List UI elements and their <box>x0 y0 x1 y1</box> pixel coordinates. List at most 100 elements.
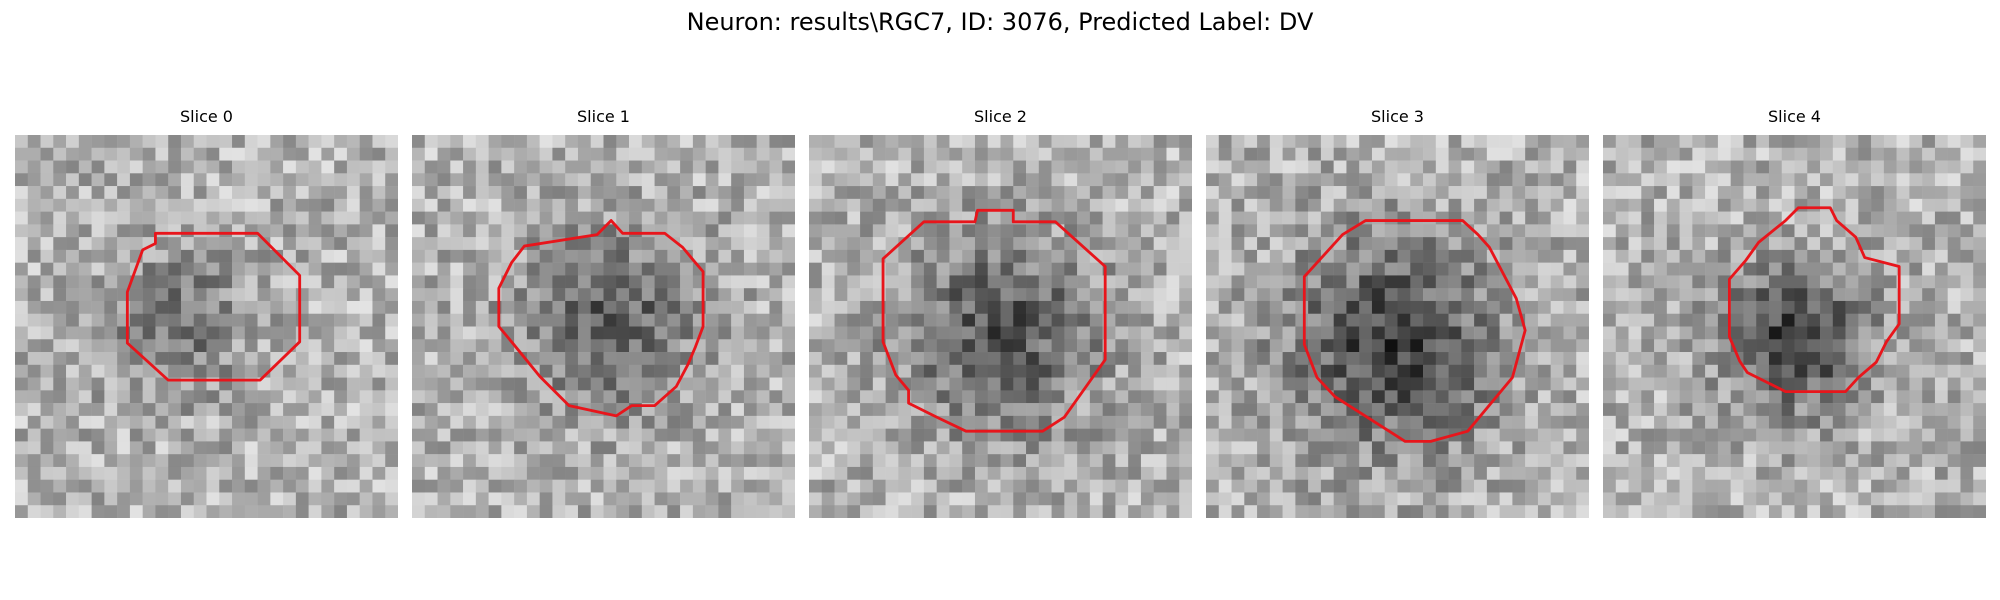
pixel <box>424 173 438 187</box>
pixel <box>1820 505 1834 518</box>
pixel <box>1371 466 1385 480</box>
pixel <box>1960 364 1974 378</box>
pixel <box>1166 147 1180 161</box>
pixel <box>104 300 118 314</box>
pixel <box>129 147 143 161</box>
pixel <box>667 428 681 442</box>
pixel <box>412 300 426 314</box>
pixel <box>1603 377 1617 391</box>
pixel <box>667 237 681 251</box>
pixel <box>155 275 169 289</box>
pixel <box>552 224 566 238</box>
pixel <box>1026 390 1040 404</box>
pixel <box>1206 224 1220 238</box>
pixel <box>372 224 386 238</box>
pixel <box>731 505 745 518</box>
pixel <box>219 364 233 378</box>
pixel <box>359 390 373 404</box>
pixel <box>1448 313 1462 327</box>
pixel <box>885 186 899 200</box>
pixel <box>244 288 258 302</box>
pixel <box>1858 403 1872 417</box>
pixel <box>987 147 1001 161</box>
pixel <box>1410 352 1424 366</box>
pixel <box>860 505 874 518</box>
pixel <box>962 135 976 149</box>
pixel <box>743 403 757 417</box>
pixel <box>847 160 861 174</box>
pixel <box>53 479 67 493</box>
pixel <box>1960 505 1974 518</box>
pixel <box>680 262 694 276</box>
pixel <box>1845 300 1859 314</box>
pixel <box>705 147 719 161</box>
pixel <box>1000 300 1014 314</box>
pixel <box>1320 326 1334 340</box>
pixel <box>743 415 757 429</box>
pixel <box>359 415 373 429</box>
pixel <box>1743 135 1757 149</box>
pixel <box>463 415 477 429</box>
pixel <box>526 211 540 225</box>
pixel <box>1461 288 1475 302</box>
pixel <box>104 186 118 200</box>
pixel <box>1013 288 1027 302</box>
pixel <box>1909 198 1923 212</box>
pixel <box>1858 224 1872 238</box>
pixel <box>1781 237 1795 251</box>
pixel <box>1960 492 1974 506</box>
pixel <box>66 492 80 506</box>
pixel <box>680 249 694 263</box>
pixel <box>257 237 271 251</box>
pixel <box>1269 326 1283 340</box>
pixel <box>308 313 322 327</box>
pixel <box>193 198 207 212</box>
pixel <box>232 428 246 442</box>
pixel <box>1858 237 1872 251</box>
pixel <box>1563 492 1577 506</box>
pixel <box>488 390 502 404</box>
pixel <box>1269 160 1283 174</box>
pixel <box>1717 300 1731 314</box>
pixel <box>756 173 770 187</box>
pixel <box>1845 275 1859 289</box>
pixel <box>1128 160 1142 174</box>
pixel <box>321 147 335 161</box>
pixel <box>1448 377 1462 391</box>
pixel <box>40 198 54 212</box>
pixel <box>731 479 745 493</box>
pixel <box>731 377 745 391</box>
pixel <box>629 147 643 161</box>
pixel <box>1179 415 1192 429</box>
pixel <box>1244 352 1258 366</box>
pixel <box>1051 403 1065 417</box>
pixel <box>1346 339 1360 353</box>
pixel <box>1077 428 1091 442</box>
pixel <box>1499 249 1513 263</box>
pixel <box>1512 186 1526 200</box>
pixel <box>1179 479 1192 493</box>
pixel <box>129 211 143 225</box>
pixel <box>372 275 386 289</box>
pixel <box>872 147 886 161</box>
pixel <box>1435 352 1449 366</box>
pixel <box>680 326 694 340</box>
pixel <box>168 454 182 468</box>
pixel <box>257 135 271 149</box>
pixel <box>193 326 207 340</box>
pixel <box>1435 454 1449 468</box>
pixel <box>1717 326 1731 340</box>
pixel <box>1525 441 1539 455</box>
pixel <box>1000 352 1014 366</box>
pixel <box>718 173 732 187</box>
pixel <box>308 288 322 302</box>
pixel <box>821 415 835 429</box>
pixel <box>1871 300 1885 314</box>
pixel <box>1756 454 1770 468</box>
pixel <box>1320 377 1334 391</box>
pixel <box>1077 237 1091 251</box>
pixel <box>1371 479 1385 493</box>
pixel <box>1615 441 1629 455</box>
pixel <box>1973 454 1986 468</box>
pixel <box>1206 441 1220 455</box>
